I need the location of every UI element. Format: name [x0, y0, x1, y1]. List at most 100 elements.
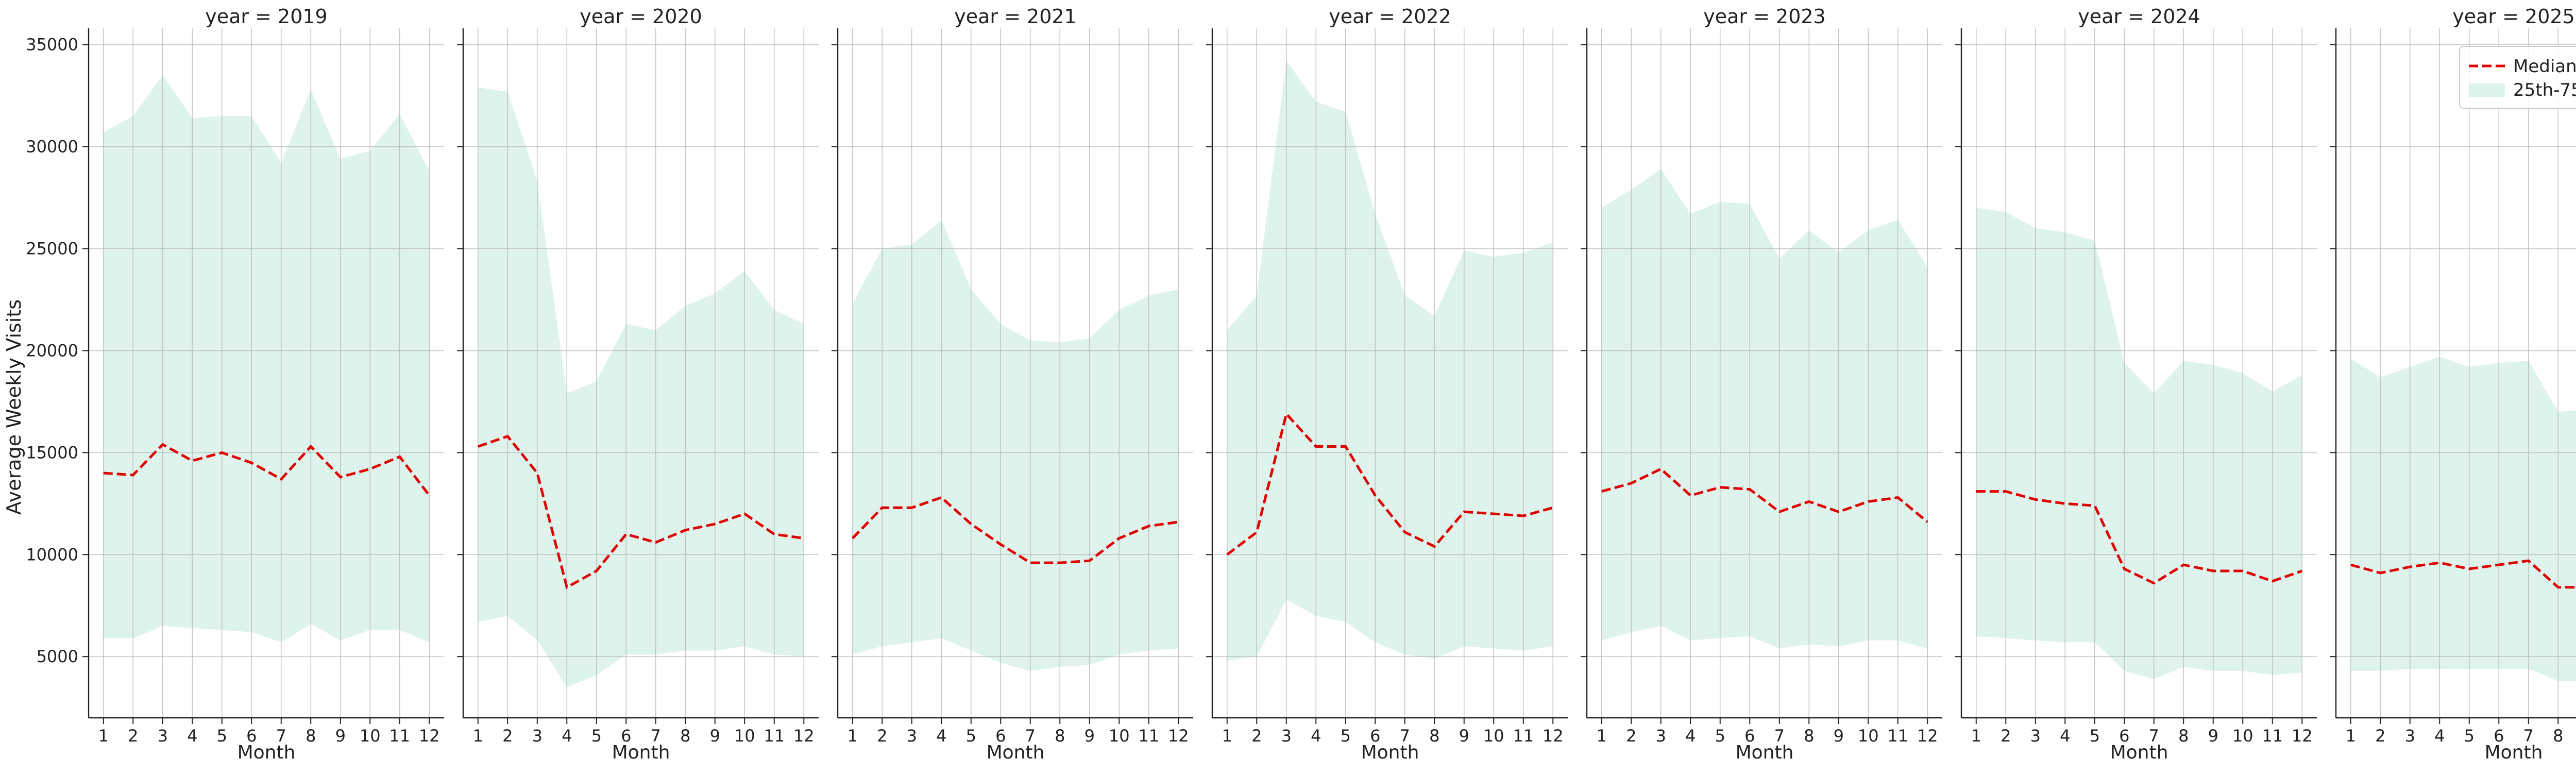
x-tick-label: 11: [1513, 726, 1534, 746]
panel-title: year = 2023: [1703, 5, 1825, 28]
x-tick-label: 3: [1656, 726, 1666, 746]
x-tick-label: 4: [2434, 726, 2445, 746]
x-tick-label: 5: [1715, 726, 1725, 746]
percentile-band: [478, 87, 804, 687]
x-tick-label: 5: [217, 726, 227, 746]
x-tick-label: 3: [907, 726, 917, 746]
x-tick-label: 8: [1055, 726, 1065, 746]
x-axis-label: Month: [612, 742, 670, 763]
median-line: [1226, 411, 1553, 556]
x-tick-label: 11: [1138, 726, 1159, 746]
percentile-band: [852, 220, 1179, 671]
x-tick-label: 3: [2030, 726, 2041, 746]
x-tick-label: 7: [2149, 726, 2159, 746]
x-tick-label: 1: [473, 726, 483, 746]
x-tick-label: 10: [360, 726, 381, 746]
x-tick-label: 4: [1685, 726, 1696, 746]
x-tick-label: 11: [2262, 726, 2283, 746]
percentile-band: [1601, 169, 1928, 649]
legend-band-label: 25th-75th Percentile: [2513, 80, 2576, 100]
x-tick-label: 10: [1858, 726, 1879, 746]
x-tick-label: 8: [680, 726, 690, 746]
x-tick-label: 1: [2346, 726, 2356, 746]
x-tick-label: 2: [502, 726, 513, 746]
x-tick-label: 9: [1459, 726, 1469, 746]
x-tick-label: 1: [1222, 726, 1232, 746]
x-axis-label: Month: [987, 742, 1045, 763]
x-tick-label: 7: [1400, 726, 1410, 746]
x-tick-label: 2: [2001, 726, 2011, 746]
x-tick-label: 5: [2464, 726, 2475, 746]
median-line: [103, 443, 431, 497]
y-tick-label: 15000: [26, 443, 78, 462]
x-tick-label: 2: [128, 726, 138, 746]
x-tick-label: 9: [710, 726, 720, 746]
x-tick-label: 10: [1109, 726, 1130, 746]
x-tick-label: 1: [98, 726, 109, 746]
x-tick-label: 8: [306, 726, 316, 746]
x-tick-label: 6: [1370, 726, 1380, 746]
median-line: [1976, 490, 2303, 585]
x-tick-label: 8: [1804, 726, 1814, 746]
x-tick-label: 12: [793, 726, 815, 746]
panel-title: year = 2019: [205, 5, 327, 28]
legend: Median 25th-75th Percentile: [2459, 46, 2576, 109]
x-axis-label: Month: [2110, 742, 2168, 763]
y-tick-label: 10000: [26, 545, 78, 564]
median-line: [852, 496, 1179, 564]
x-tick-label: 8: [1429, 726, 1439, 746]
x-tick-label: 4: [187, 726, 197, 746]
x-tick-label: 7: [276, 726, 286, 746]
x-tick-label: 10: [1483, 726, 1504, 746]
x-tick-label: 6: [1744, 726, 1755, 746]
x-tick-label: 5: [591, 726, 602, 746]
x-tick-label: 9: [2208, 726, 2218, 746]
y-tick-label: 30000: [26, 137, 78, 157]
y-tick-label: 35000: [26, 35, 78, 55]
x-tick-label: 9: [1084, 726, 1095, 746]
x-tick-label: 10: [734, 726, 755, 746]
x-tick-label: 3: [158, 726, 168, 746]
x-tick-label: 5: [1341, 726, 1351, 746]
x-tick-label: 7: [651, 726, 661, 746]
median-line: [477, 434, 804, 589]
legend-median-label: Median: [2513, 56, 2576, 77]
median-line: [2350, 559, 2576, 589]
percentile-band: [103, 75, 430, 643]
x-tick-label: 2: [877, 726, 887, 746]
x-tick-label: 6: [246, 726, 257, 746]
panel-title: year = 2021: [954, 5, 1076, 28]
x-tick-label: 7: [2523, 726, 2534, 746]
panel-title: year = 2022: [1329, 5, 1451, 28]
x-tick-label: 11: [389, 726, 410, 746]
y-axis-label: Average Weekly Visits: [3, 299, 25, 515]
x-tick-label: 5: [966, 726, 976, 746]
x-tick-label: 1: [1971, 726, 1981, 746]
x-tick-label: 12: [419, 726, 440, 746]
panel-title: year = 2025: [2452, 5, 2574, 28]
percentile-band: [1976, 208, 2302, 679]
x-tick-label: 6: [2119, 726, 2129, 746]
x-tick-label: 8: [2553, 726, 2563, 746]
x-tick-label: 12: [2292, 726, 2313, 746]
x-tick-label: 2: [1626, 726, 1636, 746]
x-tick-label: 7: [1774, 726, 1785, 746]
percentile-band: [1227, 61, 1553, 661]
panel-7: year = 2025123456789101112Month: [2330, 5, 2576, 763]
x-tick-label: 9: [335, 726, 346, 746]
x-tick-label: 10: [2232, 726, 2253, 746]
x-tick-label: 1: [1597, 726, 1607, 746]
x-tick-label: 6: [621, 726, 631, 746]
x-tick-label: 3: [2405, 726, 2415, 746]
x-tick-label: 12: [1168, 726, 1189, 746]
x-tick-label: 12: [1543, 726, 1564, 746]
panel-title: year = 2020: [580, 5, 702, 28]
x-axis-label: Month: [1361, 742, 1419, 763]
x-tick-label: 4: [562, 726, 572, 746]
